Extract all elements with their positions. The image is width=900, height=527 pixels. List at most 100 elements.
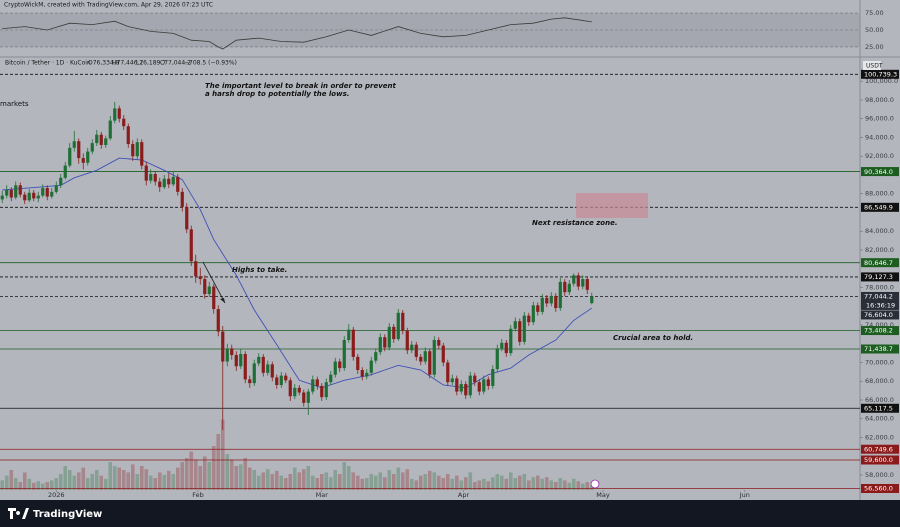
volume-bar [409, 478, 414, 490]
volume-bar [310, 475, 315, 490]
candle-body [0, 195, 4, 200]
x-tick-label: Jun [739, 491, 750, 499]
candle-body [311, 379, 315, 392]
candle-body [509, 328, 513, 354]
candle-body [153, 174, 157, 182]
volume-bar [225, 454, 230, 490]
candle-body [257, 356, 261, 364]
level-label-box [861, 69, 899, 79]
volume-bar [54, 478, 59, 490]
level-label: 100,739.3 [864, 70, 897, 78]
candle-body [149, 174, 153, 181]
candle-body [126, 126, 130, 145]
volume-bar [288, 474, 293, 490]
volume-bar [162, 474, 167, 490]
y-tick-label: 96,000.0 [865, 115, 894, 123]
volume-bar [526, 480, 531, 490]
candle-body [477, 382, 481, 392]
volume-bar [508, 472, 513, 490]
volume-bar [544, 477, 549, 490]
level-label-box [861, 291, 899, 310]
candle-body [500, 342, 504, 349]
volume-bar [265, 469, 270, 490]
volume-bar [85, 478, 90, 490]
candle-body [455, 378, 459, 392]
candle-body [576, 275, 580, 287]
candle-body [369, 360, 373, 373]
volume-bar [531, 477, 536, 490]
candle-body [365, 372, 369, 377]
volume-bar [324, 472, 329, 490]
candle-body [180, 191, 184, 207]
candle-body [527, 315, 531, 323]
x-tick-label: Feb [192, 491, 204, 499]
candle-body [464, 384, 468, 396]
candle-body [563, 281, 567, 293]
candle-body [356, 356, 360, 370]
volume-bar [369, 474, 374, 490]
candle-body [270, 364, 274, 378]
volume-bar [184, 458, 189, 490]
volume-bar [463, 477, 468, 490]
resistance-zone [576, 193, 648, 218]
candle-body [432, 339, 436, 375]
volume-bar [283, 478, 288, 490]
volume-bar [270, 474, 275, 490]
candle-body [284, 375, 288, 381]
annotation: Crucial area to hold. [613, 334, 693, 342]
volume-bar [261, 472, 266, 490]
event-marker[interactable] [590, 479, 600, 489]
y-tick-label: 74,000.0 [865, 321, 894, 329]
volume-bar [108, 462, 113, 490]
volume-bar [243, 458, 248, 490]
price-pane: 100,000.0 98,000.0 96,000.0 94,000.0 92,000.… [0, 69, 899, 499]
level-label-box [861, 167, 899, 177]
volume-bar [234, 466, 239, 490]
rsi-tick-label: 75.00 [865, 9, 884, 17]
level-label-box [861, 344, 899, 354]
candle-body [437, 339, 441, 346]
candle-body [396, 312, 400, 340]
candle-body [428, 351, 432, 375]
volume-bar [130, 464, 135, 490]
footer [0, 500, 900, 527]
volume-bar [436, 475, 441, 490]
candle-body [158, 181, 162, 188]
volume-bar [81, 467, 86, 490]
candle-body [545, 297, 549, 304]
level-label: 60,749.6 [864, 445, 893, 453]
candle-body [86, 151, 90, 163]
volume-bar [13, 478, 18, 490]
candle-body [288, 380, 292, 397]
candle-body [198, 276, 202, 280]
candle-body [329, 374, 333, 383]
currency: USDT [866, 63, 883, 70]
candle-body [212, 286, 216, 310]
volume-bar [139, 466, 144, 490]
volume-bar [202, 456, 207, 490]
volume-bar [153, 478, 158, 490]
y-tick-label: 70,000.0 [865, 358, 894, 366]
volume-bar [418, 475, 423, 490]
annotation: markets [0, 100, 29, 108]
volume-bar [99, 475, 104, 490]
candle-body [171, 176, 175, 185]
level-label-box [861, 272, 899, 282]
candle-body [297, 387, 301, 393]
volume-bar [589, 485, 594, 490]
volume-bar [315, 478, 320, 490]
volume-bar [126, 472, 131, 490]
candle-body [392, 326, 396, 340]
candle-body [423, 351, 427, 362]
candle-body [203, 279, 207, 295]
volume-bar [499, 475, 504, 490]
candle-body [419, 356, 423, 362]
rsi-line [2, 17, 592, 50]
volume-bar [400, 472, 405, 490]
candle-body [108, 120, 112, 139]
level-label: 90,364.0 [864, 168, 893, 176]
candle-body [540, 297, 544, 312]
candle-body [266, 364, 270, 373]
volume-bar [49, 480, 54, 490]
level-label-box [861, 202, 899, 212]
